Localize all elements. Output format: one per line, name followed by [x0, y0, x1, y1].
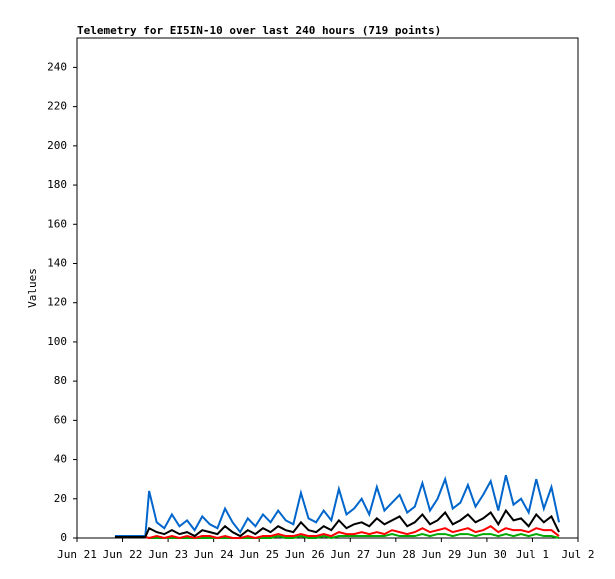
y-tick-label: 20 [54, 492, 67, 505]
y-tick-label: 140 [47, 256, 67, 269]
x-tick-label: Jun 29 [421, 548, 461, 561]
x-tick-label: Jul 2 [561, 548, 594, 561]
y-tick-label: 60 [54, 413, 67, 426]
x-tick-label: Jun 22 [103, 548, 143, 561]
y-axis-label: Values [26, 268, 39, 308]
y-tick-label: 160 [47, 217, 67, 230]
y-tick-label: 40 [54, 453, 67, 466]
y-tick-label: 220 [47, 100, 67, 113]
y-tick-label: 100 [47, 335, 67, 348]
x-tick-label: Jun 21 [57, 548, 97, 561]
x-tick-label: Jun 25 [239, 548, 279, 561]
x-tick-label: Jun 24 [194, 548, 234, 561]
y-tick-label: 0 [60, 531, 67, 544]
x-tick-label: Jun 27 [330, 548, 370, 561]
series-line [114, 525, 560, 540]
x-tick-label: Jun 26 [285, 548, 325, 561]
x-tick-label: Jul 1 [516, 548, 549, 561]
x-tick-label: Jun 30 [467, 548, 507, 561]
y-tick-label: 180 [47, 178, 67, 191]
y-tick-label: 120 [47, 296, 67, 309]
x-tick-label: Jun 23 [148, 548, 188, 561]
y-tick-label: 80 [54, 374, 67, 387]
plot-frame [76, 37, 579, 539]
series-line [114, 533, 560, 540]
series-line [114, 475, 560, 538]
x-tick-label: Jun 28 [376, 548, 416, 561]
y-tick-label: 200 [47, 139, 67, 152]
chart-title: Telemetry for EI5IN-10 over last 240 hou… [77, 24, 441, 37]
series-line [114, 508, 560, 539]
y-tick-label: 240 [47, 60, 67, 73]
